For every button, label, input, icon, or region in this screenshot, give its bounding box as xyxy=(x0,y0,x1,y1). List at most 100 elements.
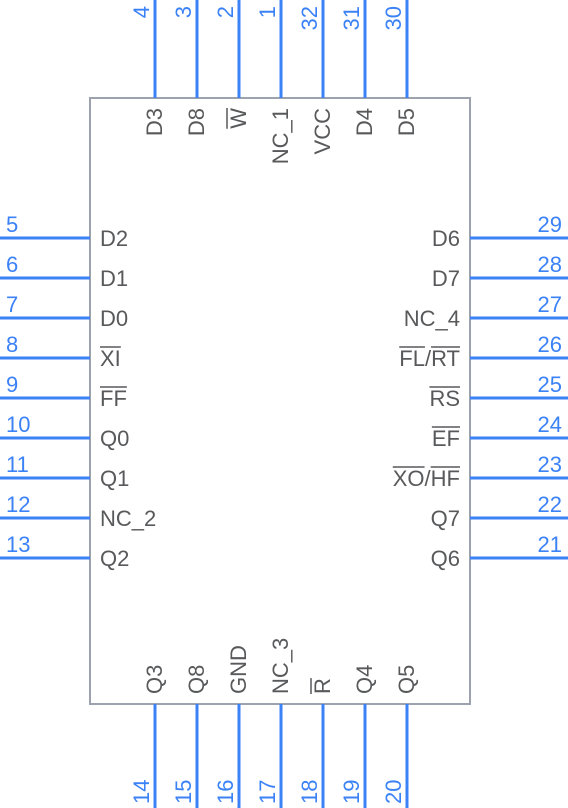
pin-number: 7 xyxy=(6,292,18,317)
pin-number: 28 xyxy=(538,252,562,277)
pin-label-text: D3 xyxy=(142,108,167,136)
pin-label: NC_4 xyxy=(404,306,460,331)
pin-label: Q1 xyxy=(100,466,129,491)
pin-number-wrap: 2 xyxy=(213,6,238,18)
pin-label-text: D0 xyxy=(100,306,128,331)
pin-number: 12 xyxy=(6,492,30,517)
pin-label: Q7 xyxy=(431,506,460,531)
pin-number-wrap: 1 xyxy=(255,6,280,18)
pin-label: Q8 xyxy=(184,665,209,694)
pin-label: Q4 xyxy=(352,665,377,694)
pin-label-text: D7 xyxy=(432,266,460,291)
pin-label: D4 xyxy=(352,108,377,136)
pin-label: FF xyxy=(100,386,127,411)
pin-label-text: XI xyxy=(100,346,121,371)
pin-number: 32 xyxy=(297,6,322,30)
pin-label-text: GND xyxy=(226,645,251,694)
pin-label-text: Q6 xyxy=(431,546,460,571)
pin-label-text: Q1 xyxy=(100,466,129,491)
pin-label: Q6 xyxy=(431,546,460,571)
pin-label: FL/RT xyxy=(399,346,460,371)
pin-label-text: NC_1 xyxy=(268,108,293,164)
pin-label: Q3 xyxy=(142,665,167,694)
pin-label: W xyxy=(226,108,251,129)
pin-number-wrap: 19 xyxy=(339,780,364,804)
ic-schematic-symbol: 5D26D17D08XI9FF10Q011Q112NC_213Q229D628D… xyxy=(0,0,568,808)
chip-body xyxy=(90,98,470,704)
pin-label: D5 xyxy=(394,108,419,136)
pin-number: 30 xyxy=(381,6,406,30)
pin-label-text: Q4 xyxy=(352,665,377,694)
pin-number: 22 xyxy=(538,492,562,517)
pin-number: 9 xyxy=(6,372,18,397)
pin-number: 23 xyxy=(538,452,562,477)
pin-number: 21 xyxy=(538,532,562,557)
pin-number: 3 xyxy=(171,6,196,18)
pin-label: EF xyxy=(432,426,460,451)
pin-number: 4 xyxy=(129,6,154,18)
pin-label: NC_3 xyxy=(268,638,293,694)
pin-number: 5 xyxy=(6,212,18,237)
pin-number-wrap: 32 xyxy=(297,6,322,30)
pin-label-text: NC_3 xyxy=(268,638,293,694)
pin-label-text: D8 xyxy=(184,108,209,136)
pin-number-wrap: 15 xyxy=(171,780,196,804)
pin-label-text: D6 xyxy=(432,226,460,251)
pin-label-text: D4 xyxy=(352,108,377,136)
pin-label: D0 xyxy=(100,306,128,331)
pin-number: 25 xyxy=(538,372,562,397)
pin-number: 6 xyxy=(6,252,18,277)
pin-label-text: NC_4 xyxy=(404,306,460,331)
pin-label-text: Q2 xyxy=(100,546,129,571)
pin-label: NC_1 xyxy=(268,108,293,164)
pin-number-wrap: 18 xyxy=(297,780,322,804)
pin-number: 13 xyxy=(6,532,30,557)
pin-label-text: Q5 xyxy=(394,665,419,694)
pin-number: 24 xyxy=(538,412,562,437)
pin-label-text: D5 xyxy=(394,108,419,136)
pin-number: 15 xyxy=(171,780,196,804)
pin-label-text: W xyxy=(226,108,251,129)
pin-number: 8 xyxy=(6,332,18,357)
pin-number: 26 xyxy=(538,332,562,357)
pin-label: RS xyxy=(429,386,460,411)
pin-label-text: Q7 xyxy=(431,506,460,531)
pin-label-text: R xyxy=(310,678,335,694)
pin-number: 18 xyxy=(297,780,322,804)
pin-label-text: Q3 xyxy=(142,665,167,694)
pin-label: D8 xyxy=(184,108,209,136)
pin-number: 27 xyxy=(538,292,562,317)
pin-label: XI xyxy=(100,346,121,371)
pin-number: 19 xyxy=(339,780,364,804)
pin-number: 31 xyxy=(339,6,364,30)
pin-label-text: D2 xyxy=(100,226,128,251)
pin-number: 2 xyxy=(213,6,238,18)
pin-label-text: VCC xyxy=(310,108,335,155)
pin-label-text: FL/RT xyxy=(399,346,460,371)
pin-label: VCC xyxy=(310,108,335,155)
pin-number: 29 xyxy=(538,212,562,237)
pin-number-wrap: 17 xyxy=(255,780,280,804)
pin-number: 20 xyxy=(381,780,406,804)
pin-number-wrap: 31 xyxy=(339,6,364,30)
pin-label: D3 xyxy=(142,108,167,136)
pin-label: D1 xyxy=(100,266,128,291)
pin-number-wrap: 20 xyxy=(381,780,406,804)
pin-number: 10 xyxy=(6,412,30,437)
pin-label: D6 xyxy=(432,226,460,251)
pin-number-wrap: 14 xyxy=(129,780,154,804)
pin-label-text: D1 xyxy=(100,266,128,291)
pin-number: 1 xyxy=(255,6,280,18)
pin-label: D2 xyxy=(100,226,128,251)
pin-label: Q2 xyxy=(100,546,129,571)
pin-label-text: Q0 xyxy=(100,426,129,451)
pin-label: Q5 xyxy=(394,665,419,694)
pin-number: 14 xyxy=(129,780,154,804)
pin-label-text: NC_2 xyxy=(100,506,156,531)
pin-label-text: RS xyxy=(429,386,460,411)
pin-number-wrap: 3 xyxy=(171,6,196,18)
pin-label: GND xyxy=(226,645,251,694)
pin-label: NC_2 xyxy=(100,506,156,531)
pin-number-wrap: 16 xyxy=(213,780,238,804)
pin-number: 11 xyxy=(6,452,29,477)
